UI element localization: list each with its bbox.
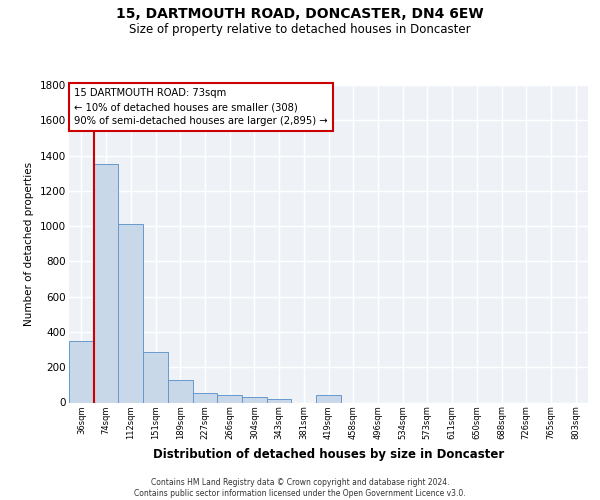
Bar — [168, 380, 193, 402]
Bar — [94, 164, 118, 402]
Text: Contains HM Land Registry data © Crown copyright and database right 2024.
Contai: Contains HM Land Registry data © Crown c… — [134, 478, 466, 498]
Bar — [242, 397, 267, 402]
Text: Size of property relative to detached houses in Doncaster: Size of property relative to detached ho… — [129, 22, 471, 36]
Bar — [193, 393, 217, 402]
Bar — [217, 394, 242, 402]
Bar — [267, 399, 292, 402]
Bar — [118, 224, 143, 402]
Bar — [69, 341, 94, 402]
Y-axis label: Number of detached properties: Number of detached properties — [25, 162, 34, 326]
Bar — [143, 352, 168, 403]
Text: 15 DARTMOUTH ROAD: 73sqm
← 10% of detached houses are smaller (308)
90% of semi-: 15 DARTMOUTH ROAD: 73sqm ← 10% of detach… — [74, 88, 328, 126]
Bar — [316, 396, 341, 402]
Text: 15, DARTMOUTH ROAD, DONCASTER, DN4 6EW: 15, DARTMOUTH ROAD, DONCASTER, DN4 6EW — [116, 8, 484, 22]
X-axis label: Distribution of detached houses by size in Doncaster: Distribution of detached houses by size … — [153, 448, 504, 460]
